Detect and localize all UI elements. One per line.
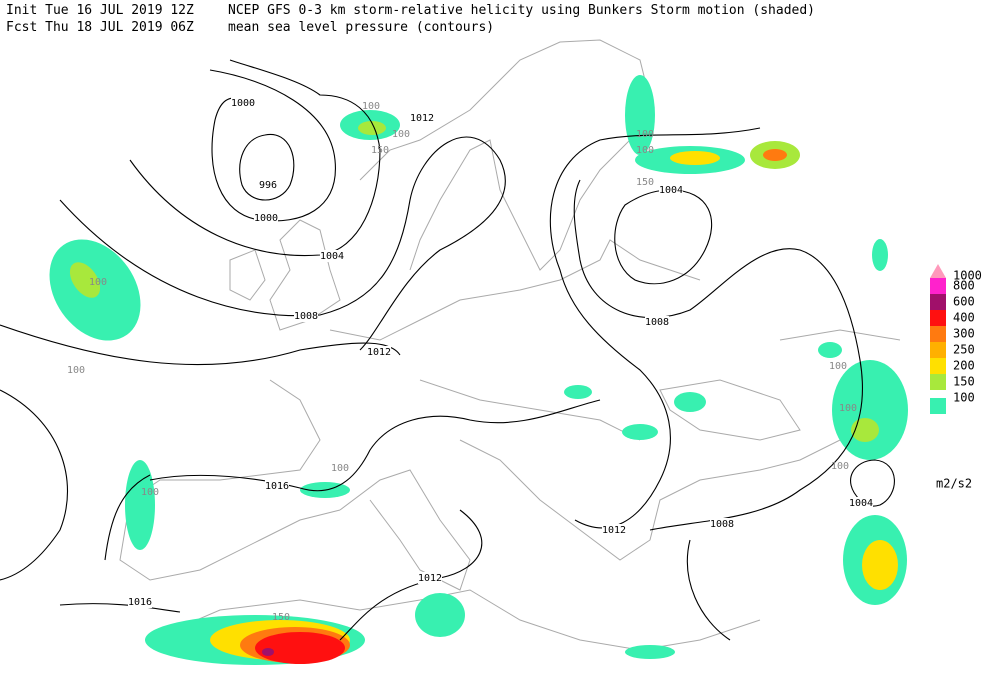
- shading-label: 100: [141, 487, 159, 498]
- title: NCEP GFS 0-3 km storm-relative helicity …: [228, 3, 815, 18]
- shading-label: 150: [272, 612, 290, 623]
- legend-label: 300: [953, 327, 975, 341]
- contour-label: 996: [259, 180, 277, 191]
- shading-label: 150: [636, 177, 654, 188]
- contour-label: 1004: [849, 498, 873, 509]
- contour-label-bg: [128, 596, 152, 608]
- contour-label-bg: [320, 250, 344, 262]
- contour-label: 1000: [231, 98, 255, 109]
- contour-label-bg: [294, 310, 318, 322]
- helicity-shading: [49, 75, 908, 665]
- coastlines: [119, 39, 901, 651]
- contour-label: 1016: [265, 481, 289, 492]
- contour-label: 1012: [410, 113, 434, 124]
- pressure-contours: [0, 59, 895, 641]
- legend-label: 200: [953, 359, 975, 373]
- legend-label: 600: [953, 295, 975, 309]
- contour-label: 1012: [367, 347, 391, 358]
- contour-label-bg: [410, 112, 434, 124]
- init-time: Init Tue 16 JUL 2019 12Z: [6, 3, 194, 18]
- legend-label: 150: [953, 375, 975, 389]
- contour-label: 1000: [254, 213, 278, 224]
- shading-label: 100: [89, 277, 107, 288]
- legend-swatch: [930, 358, 946, 374]
- shading-label: 150: [371, 145, 389, 156]
- legend-swatch: [930, 264, 946, 278]
- legend-unit: m2/s2: [936, 477, 972, 491]
- shading-label: 100: [636, 145, 654, 156]
- contour-label: 1012: [602, 525, 626, 536]
- contour-label-bg: [367, 346, 391, 358]
- legend-label: 1000: [953, 269, 982, 283]
- contour-label-bg: [254, 212, 278, 224]
- forecast-time: Fcst Thu 18 JUL 2019 06Z: [6, 20, 194, 35]
- subtitle: mean sea level pressure (contours): [228, 20, 494, 35]
- shading-label: 100: [636, 129, 654, 140]
- shading-label: 100: [839, 403, 857, 414]
- contour-label-bg: [602, 524, 626, 536]
- legend-label: 250: [953, 343, 975, 357]
- contour-label: 1016: [128, 597, 152, 608]
- legend-label: 800: [953, 279, 975, 293]
- legend-swatch: [930, 342, 946, 358]
- legend-label: 100: [953, 391, 975, 405]
- legend-swatch: [930, 398, 946, 414]
- contour-label-bg: [849, 497, 873, 509]
- legend-swatch: [930, 374, 946, 390]
- legend-swatch: [930, 294, 946, 310]
- contour-label: 1008: [710, 519, 734, 530]
- contour-label-bg: [265, 480, 289, 492]
- contour-label: 1012: [418, 573, 442, 584]
- contour-label: 1008: [294, 311, 318, 322]
- contour-label: 1008: [645, 317, 669, 328]
- shading-label: 100: [331, 463, 349, 474]
- contour-label-bg: [645, 316, 669, 328]
- shading-label: 100: [829, 361, 847, 372]
- legend-swatch: [930, 310, 946, 326]
- contour-label-bg: [710, 518, 734, 530]
- contour-label-bg: [231, 97, 255, 109]
- contour-label: 1004: [320, 251, 344, 262]
- contour-label-bg: [256, 179, 280, 191]
- shading-label: 100: [67, 365, 85, 376]
- legend-swatch: [930, 326, 946, 342]
- shading-label: 100: [392, 129, 410, 140]
- legend-label: 400: [953, 311, 975, 325]
- legend-swatch: [930, 278, 946, 294]
- shading-label: 100: [362, 101, 380, 112]
- contour-label-bg: [659, 184, 683, 196]
- contour-label: 1004: [659, 185, 683, 196]
- contour-labels: 1000996100010121004100810121016101610121…: [128, 97, 873, 608]
- shading-label: 100: [831, 461, 849, 472]
- contour-label-bg: [418, 572, 442, 584]
